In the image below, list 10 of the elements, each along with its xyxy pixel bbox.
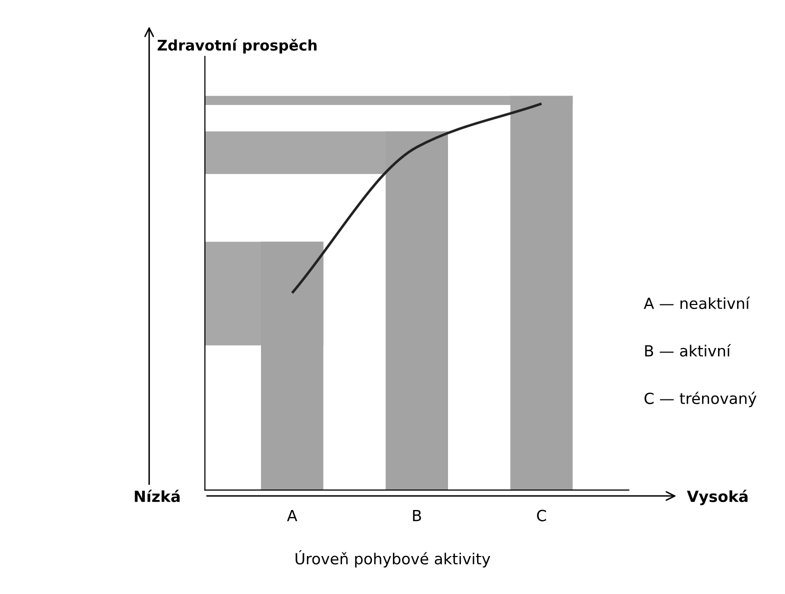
text: Vysoká [686, 490, 748, 506]
x-tick-label: B [413, 510, 421, 522]
x-axis-title: Úroveň pohybové aktivity [296, 550, 490, 568]
x-tick-label: A [287, 510, 298, 522]
text: Nízká [134, 490, 180, 502]
x-tick-label: C [537, 510, 546, 522]
text: B — aktivní [645, 344, 731, 357]
y-axis-title: Zdravotní prospěch [158, 38, 317, 54]
text: C — trénovaný [644, 392, 756, 408]
text: A — neaktivní [644, 296, 750, 310]
